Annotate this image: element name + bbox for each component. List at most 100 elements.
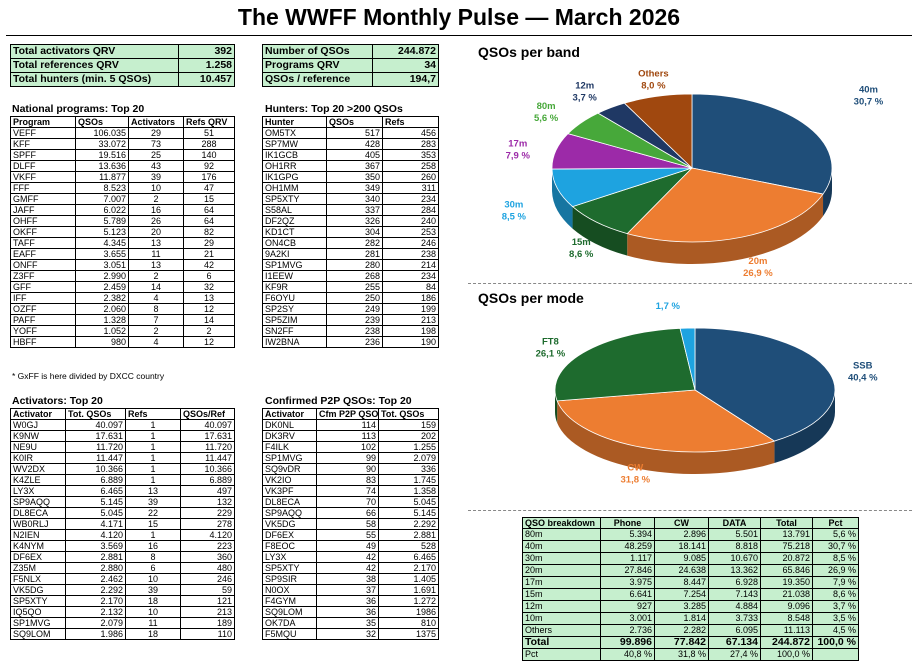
breakdown-cell: 100,0 % [760,648,813,661]
pie-value-label: 7,9 % [506,151,531,162]
pie-side-SSB [774,390,835,464]
activators-cell: 22 [125,507,181,519]
activators-cell: 278 [180,518,235,530]
activators-row: SP5XTY 2.170 18 121 [10,595,235,607]
p2p-row: DL8ECA 70 5.045 [262,496,439,508]
p2p-row: F5MQU 32 1375 [262,628,439,640]
national-cell: 39 [128,171,184,183]
hunters-row: IK1GPG 350 260 [262,171,439,183]
activators-cell: 11.720 [180,441,235,453]
activators-row: WB0RLJ 4.171 15 278 [10,518,235,530]
p2p-cell: 58 [316,518,379,530]
breakdown-cell: 27,4 % [708,648,761,661]
breakdown-cell: 5.501 [708,528,761,541]
p2p-cell: 66 [316,507,379,519]
activators-row: LY3X 6.465 13 497 [10,485,235,497]
national-cell: 21 [183,248,235,260]
activators-cell: 11 [125,617,181,629]
activators-cell: 360 [180,551,235,563]
activators-cell: W0GJ [10,419,66,431]
activators-row: DL8ECA 5.045 22 229 [10,507,235,519]
activators-cell: 2.170 [65,595,126,607]
pie-side-30m [552,169,573,229]
p2p-cell: 36 [316,606,379,618]
activators-cell: 13 [125,485,181,497]
p2p-row: DF6EX 55 2.881 [262,529,439,541]
hunters-row: SN2FF 238 198 [262,325,439,337]
hunters-cell: 238 [326,325,383,337]
national-header: Activators [128,116,184,128]
activators-row: K4NYM 3.569 16 223 [10,540,235,552]
hunters-cell: 517 [326,127,383,139]
hunters-row: OH1RR 367 258 [262,160,439,172]
national-cell: OZFF [10,303,76,315]
breakdown-header: Pct [812,517,859,529]
activators-header: QSOs/Ref [180,408,235,420]
national-cell: VEFF [10,127,76,139]
p2p-cell: SP1MVG [262,452,317,464]
national-row: EAFF 3.655 11 21 [10,248,235,260]
national-cell: 106.035 [75,127,129,139]
national-title: National programs: Top 20 [12,103,145,115]
breakdown-row: 10m 3.001 1.814 3.733 8.548 3,5 % [522,612,859,625]
hunters-row: I1EEW 268 234 [262,270,439,282]
pie-label: 17m [508,139,527,150]
activators-row: F5NLX 2.462 10 246 [10,573,235,585]
activators-cell: 17.631 [180,430,235,442]
national-cell: 32 [183,281,235,293]
p2p-cell: VK3PF [262,485,317,497]
p2p-row: VK2IO 83 1.745 [262,474,439,486]
breakdown-cell: 7.143 [708,588,761,601]
pie-value-label: 8,6 % [569,249,594,260]
p2p-row: OK7DA 35 810 [262,617,439,629]
activators-cell: 6.889 [65,474,126,486]
breakdown-row: Others 2.736 2.282 6.095 11.113 4,5 % [522,624,859,637]
national-cell: 14 [183,314,235,326]
national-row: Z3FF 2.990 2 6 [10,270,235,282]
breakdown-cell: 10m [522,612,601,625]
p2p-cell: 6.465 [378,551,439,563]
hunters-cell: IK1GPG [262,171,327,183]
summary-value: 10.457 [178,72,235,87]
p2p-cell: 35 [316,617,379,629]
hunters-cell: 238 [382,248,439,260]
breakdown-cell: 6.095 [708,624,761,637]
hunters-row: OM5TX 517 456 [262,127,439,139]
breakdown-cell: 10.670 [708,552,761,565]
activators-cell: 11.447 [65,452,126,464]
hunters-row: SP7MW 428 283 [262,138,439,150]
activators-cell: WB0RLJ [10,518,66,530]
activators-cell: DF6EX [10,551,66,563]
activators-cell: 229 [180,507,235,519]
activators-row: N2IEN 4.120 1 4.120 [10,529,235,541]
pie-side-CW [557,400,775,474]
p2p-cell: 2.079 [378,452,439,464]
national-cell: 16 [128,204,184,216]
national-cell: 7.007 [75,193,129,205]
activators-row: K4ZLE 6.889 1 6.889 [10,474,235,486]
breakdown-cell: 3,7 % [812,600,859,613]
activators-cell: NE9U [10,441,66,453]
breakdown-cell: 77.842 [654,636,709,649]
pie-slice-40m [691,93,833,195]
p2p-cell: 114 [316,419,379,431]
activators-cell: 4.120 [65,529,126,541]
activators-cell: 132 [180,496,235,508]
p2p-cell: SQ9LOM [262,606,317,618]
national-cell: 15 [183,193,235,205]
national-cell: 25 [128,149,184,161]
breakdown-pct-row: Pct 40,8 % 31,8 % 27,4 % 100,0 % [522,648,859,661]
p2p-cell: 1.745 [378,474,439,486]
activators-cell: WV2DX [10,463,66,475]
breakdown-cell: 3,5 % [812,612,859,625]
national-cell: 82 [183,226,235,238]
summary-label: Programs QRV [262,58,373,73]
p2p-row: DK0NL 114 159 [262,419,439,431]
breakdown-cell: 7,9 % [812,576,859,589]
page-title: The WWFF Monthly Pulse — March 2026 [237,4,681,30]
p2p-cell: SP9AQQ [262,507,317,519]
breakdown-row: 80m 5.394 2.896 5.501 13.791 5,6 % [522,528,859,541]
activators-cell: 10 [125,606,181,618]
breakdown-cell: 13.362 [708,564,761,577]
p2p-cell: 36 [316,595,379,607]
